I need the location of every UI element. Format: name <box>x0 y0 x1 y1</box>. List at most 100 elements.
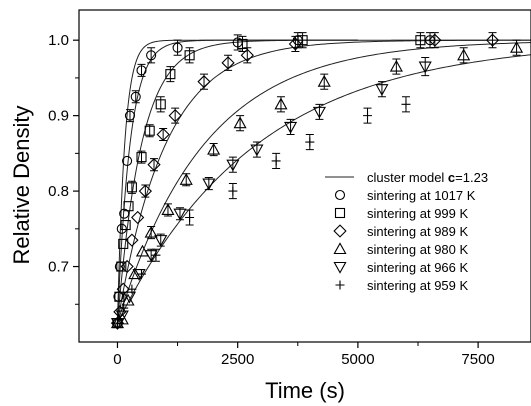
legend-series-label: sintering at 989 K <box>367 224 469 239</box>
error-bar <box>171 107 180 124</box>
data-point <box>485 33 500 47</box>
data-point <box>334 189 346 201</box>
y-tick-label: 0.9 <box>48 108 69 125</box>
data-point <box>333 261 347 274</box>
data-point <box>333 224 347 238</box>
data-point <box>136 65 147 76</box>
y-tick-label: 1.0 <box>48 32 69 49</box>
data-point <box>510 40 524 53</box>
error-bar <box>159 127 168 142</box>
error-bar <box>243 47 252 64</box>
data-point <box>207 142 221 155</box>
data-point <box>126 182 137 193</box>
legend-series-label: sintering at 999 K <box>367 206 469 221</box>
data-point <box>122 291 137 304</box>
model-curve <box>116 39 358 324</box>
data-point <box>389 59 403 72</box>
data-point <box>168 109 182 123</box>
legend-series-label: sintering at 1017 K <box>367 188 476 203</box>
data-point <box>118 238 129 249</box>
data-point <box>334 207 346 219</box>
x-tick-label: 5000 <box>341 351 374 368</box>
data-point <box>124 110 136 121</box>
data-point <box>136 152 147 163</box>
legend: cluster model c=1.23 sintering at 1017 K s… <box>325 170 488 293</box>
legend-model-param: c <box>448 170 455 185</box>
data-point <box>184 50 195 61</box>
series-circle <box>112 32 436 329</box>
data-point <box>146 50 157 61</box>
x-axis-title: Time (s) <box>265 378 345 403</box>
data-point <box>221 56 235 70</box>
data-point <box>375 84 389 96</box>
legend-model-label: cluster model c=1.23 <box>367 170 488 185</box>
data-point <box>151 250 161 260</box>
series-square <box>112 32 426 329</box>
legend-model-name: cluster model <box>367 170 448 185</box>
data-point <box>115 310 129 323</box>
data-point <box>122 155 133 166</box>
data-point <box>165 69 176 80</box>
data-point <box>363 111 373 121</box>
legend-series-label: sintering at 959 K <box>367 278 469 293</box>
data-point <box>127 284 137 294</box>
x-tick-label: 7500 <box>461 351 494 368</box>
error-bar <box>185 47 194 64</box>
data-point <box>161 203 175 216</box>
tick-labels: 0 2500 5000 7500 0.7 0.8 0.9 1.0 <box>48 32 495 368</box>
data-point <box>120 259 134 274</box>
data-point <box>228 186 238 196</box>
model-curve <box>116 39 358 324</box>
data-point <box>271 156 281 166</box>
data-point <box>305 137 315 147</box>
data-point <box>144 225 158 238</box>
data-point <box>147 158 161 172</box>
data-point <box>401 99 411 109</box>
data-point <box>125 233 139 247</box>
data-point <box>172 42 183 53</box>
y-tick-label: 0.7 <box>48 259 69 276</box>
data-point <box>116 282 130 296</box>
data-point <box>428 33 442 47</box>
data-point <box>114 291 125 302</box>
data-point <box>155 99 166 110</box>
data-point <box>250 144 264 157</box>
data-point <box>335 280 345 290</box>
data-point <box>415 35 426 46</box>
data-point <box>457 48 471 61</box>
data-point <box>144 250 158 262</box>
axis-ticks <box>73 39 479 348</box>
data-point <box>312 106 326 119</box>
data-point <box>274 97 288 110</box>
legend-series-label: sintering at 966 K <box>367 260 469 275</box>
data-point <box>137 269 147 279</box>
data-point <box>173 208 187 221</box>
data-point <box>179 173 193 185</box>
data-point <box>144 125 155 136</box>
data-point <box>119 303 129 313</box>
data-point <box>240 48 254 62</box>
data-point <box>333 242 347 255</box>
data-point <box>131 210 145 225</box>
data-markers <box>110 32 524 330</box>
data-point <box>185 213 195 222</box>
x-tick-label: 0 <box>113 351 121 368</box>
x-tick-label: 2500 <box>221 351 254 368</box>
data-point <box>120 219 131 231</box>
plot-frame <box>78 9 531 343</box>
error-bar <box>430 32 439 49</box>
series-plus <box>112 96 411 328</box>
data-point <box>112 318 122 328</box>
legend-series-label: sintering at 980 K <box>367 242 469 257</box>
y-tick-label: 0.8 <box>48 183 69 200</box>
data-point <box>123 201 134 212</box>
data-point <box>202 178 216 191</box>
error-bar <box>291 35 300 52</box>
error-bar <box>488 32 497 49</box>
series-diamond <box>110 32 500 330</box>
data-point <box>138 184 152 198</box>
error-bar <box>200 73 209 90</box>
data-point <box>116 223 127 234</box>
model-curve <box>116 39 531 324</box>
